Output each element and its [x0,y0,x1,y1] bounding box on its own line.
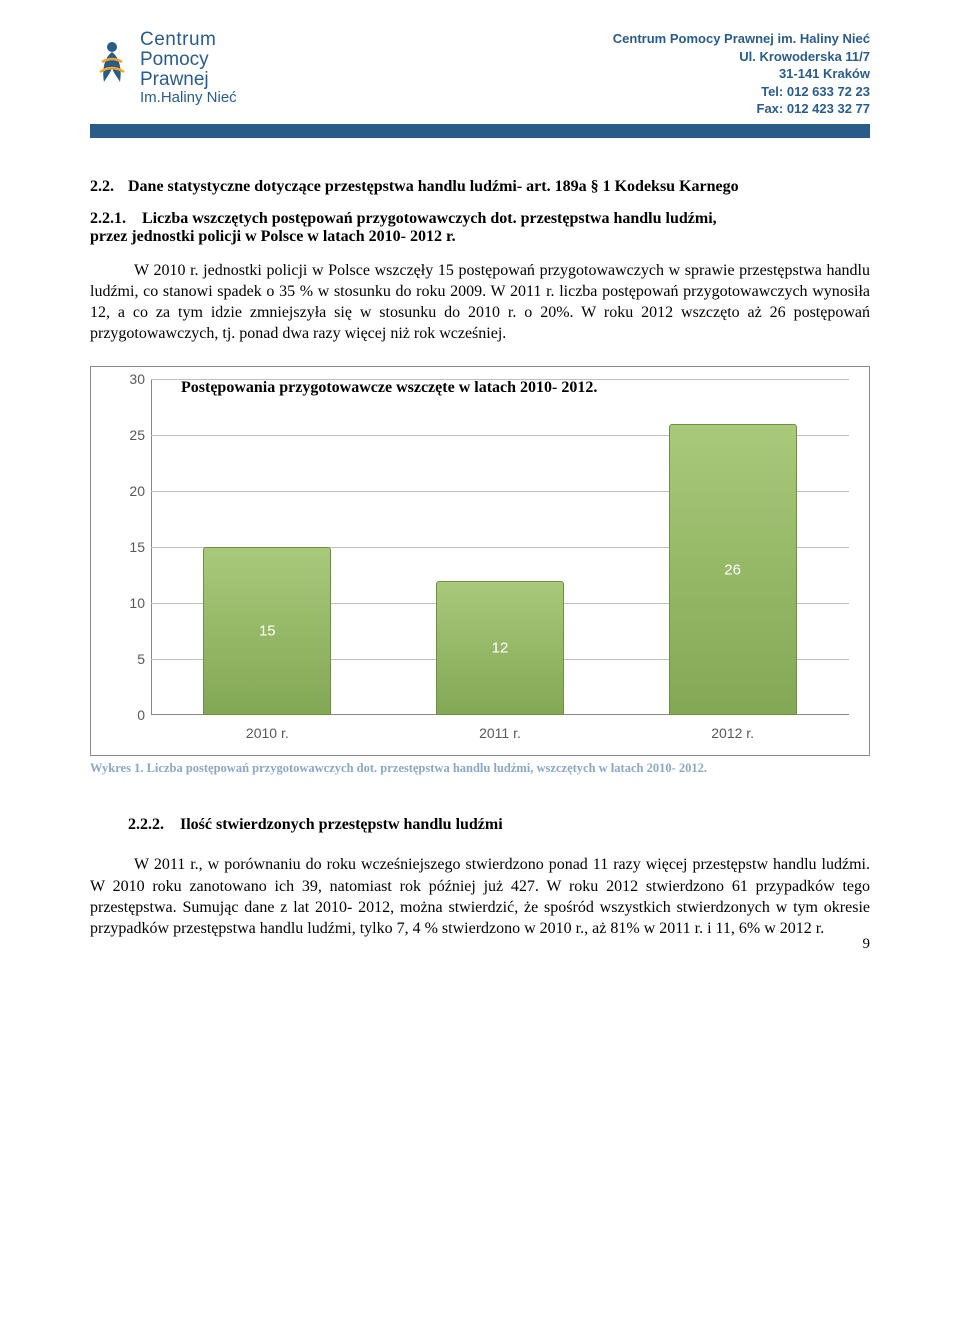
chart-plot-area: 051015202530152010 r.122011 r.262012 r. [151,379,849,715]
logo-line-1: Centrum [140,30,237,50]
page-header: Centrum Pomocy Prawnej Im.Haliny Nieć Ce… [90,30,870,118]
paragraph-2: W 2011 r., w porównaniu do roku wcześnie… [90,854,870,938]
chart-caption: Wykres 1. Liczba postępowań przygotowawc… [90,760,870,776]
sub-num: 2.2.1. [90,210,142,228]
y-tick-label: 5 [115,651,145,667]
subsection-2-2-1-heading: 2.2.1.Liczba wszczętych postępowań przyg… [90,210,870,228]
y-tick-label: 20 [115,483,145,499]
y-tick-label: 10 [115,595,145,611]
chart-bar: 15 [203,547,331,715]
y-tick-label: 15 [115,539,145,555]
section-num: 2.2. [90,178,128,196]
org-name: Centrum Pomocy Prawnej im. Haliny Nieć [613,30,870,48]
sub-line1: Liczba wszczętych postępowań przygotowaw… [142,210,717,227]
x-tick-label: 2011 r. [479,725,521,741]
addr-city: 31-141 Kraków [613,65,870,83]
x-tick-label: 2012 r. [711,725,754,741]
org-logo-icon [90,38,134,98]
subsection-2-2-2-heading: 2.2.2.Ilość stwierdzonych przestępstw ha… [128,816,870,834]
sub-line2: przez jednostki policji w Polsce w latac… [90,228,870,246]
x-tick-label: 2010 r. [246,725,289,741]
sub222-num: 2.2.2. [128,816,180,834]
chart-bar: 12 [436,581,564,715]
logo-line-2: Pomocy [140,50,237,70]
logo-block: Centrum Pomocy Prawnej Im.Haliny Nieć [90,30,237,106]
chart-container: 051015202530152010 r.122011 r.262012 r. … [90,366,870,756]
bar-value-label: 15 [204,623,330,640]
addr-fax: Fax: 012 423 32 77 [613,100,870,118]
section-title: Dane statystyczne dotyczące przestępstwa… [128,178,739,195]
logo-text: Centrum Pomocy Prawnej Im.Haliny Nieć [140,30,237,106]
bar-value-label: 26 [670,561,796,578]
y-tick-label: 25 [115,427,145,443]
addr-street: Ul. Krowoderska 11/7 [613,48,870,66]
paragraph-1: W 2010 r. jednostki policji w Polsce wsz… [90,260,870,344]
header-divider-bar [90,124,870,138]
section-2-2-heading: 2.2.Dane statystyczne dotyczące przestęp… [128,178,870,196]
document-page: Centrum Pomocy Prawnej Im.Haliny Nieć Ce… [0,0,960,969]
logo-line-3: Prawnej [140,70,237,90]
sub222-title: Ilość stwierdzonych przestępstw handlu l… [180,816,503,833]
addr-tel: Tel: 012 633 72 23 [613,83,870,101]
chart-bar: 26 [669,424,797,715]
address-block: Centrum Pomocy Prawnej im. Haliny Nieć U… [613,30,870,118]
chart-title: Postępowania przygotowawcze wszczęte w l… [181,379,597,397]
page-number: 9 [863,936,871,953]
y-tick-label: 0 [115,707,145,723]
y-tick-label: 30 [115,371,145,387]
logo-line-4: Im.Haliny Nieć [140,90,237,106]
bar-value-label: 12 [437,639,563,656]
